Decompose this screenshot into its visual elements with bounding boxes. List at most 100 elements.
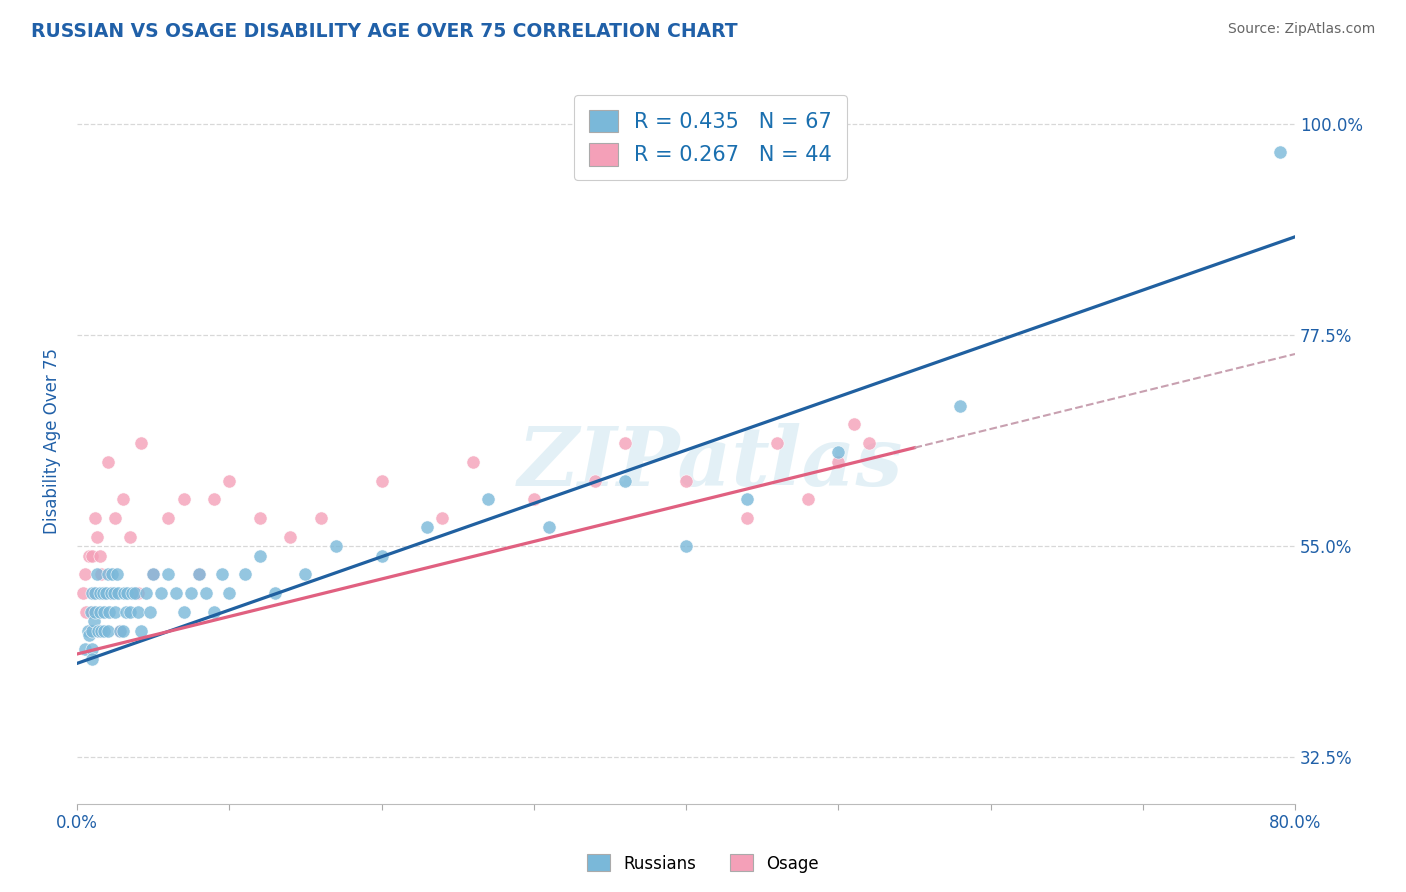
Point bbox=[86, 567, 108, 582]
Point bbox=[827, 455, 849, 469]
Point bbox=[211, 567, 233, 582]
Point bbox=[187, 567, 209, 582]
Point bbox=[111, 624, 134, 638]
Point bbox=[523, 492, 546, 507]
Point bbox=[82, 651, 104, 665]
Point bbox=[100, 586, 122, 600]
Point bbox=[72, 586, 94, 600]
Point bbox=[82, 605, 104, 619]
Point bbox=[675, 474, 697, 488]
Point bbox=[83, 614, 105, 628]
Point bbox=[104, 605, 127, 619]
Point bbox=[477, 492, 499, 507]
Point bbox=[949, 399, 972, 413]
Point bbox=[87, 624, 110, 638]
Point bbox=[111, 492, 134, 507]
Point bbox=[218, 586, 240, 600]
Point bbox=[80, 605, 103, 619]
Point bbox=[93, 605, 115, 619]
Point bbox=[827, 445, 849, 459]
Point bbox=[432, 511, 454, 525]
Point bbox=[202, 605, 225, 619]
Point bbox=[165, 586, 187, 600]
Point bbox=[173, 605, 195, 619]
Point bbox=[278, 530, 301, 544]
Point bbox=[84, 586, 107, 600]
Point bbox=[537, 520, 560, 534]
Point bbox=[96, 567, 118, 582]
Point bbox=[233, 567, 256, 582]
Point bbox=[249, 549, 271, 563]
Point bbox=[187, 567, 209, 582]
Point bbox=[675, 539, 697, 553]
Point bbox=[103, 586, 125, 600]
Point bbox=[735, 492, 758, 507]
Legend: Russians, Osage: Russians, Osage bbox=[581, 847, 825, 880]
Point bbox=[583, 474, 606, 488]
Point bbox=[90, 567, 112, 582]
Point bbox=[124, 586, 146, 600]
Point bbox=[89, 549, 111, 563]
Point bbox=[127, 605, 149, 619]
Point bbox=[90, 624, 112, 638]
Point bbox=[180, 586, 202, 600]
Legend: R = 0.435   N = 67, R = 0.267   N = 44: R = 0.435 N = 67, R = 0.267 N = 44 bbox=[574, 95, 846, 180]
Text: RUSSIAN VS OSAGE DISABILITY AGE OVER 75 CORRELATION CHART: RUSSIAN VS OSAGE DISABILITY AGE OVER 75 … bbox=[31, 22, 738, 41]
Point bbox=[309, 511, 332, 525]
Point bbox=[157, 511, 180, 525]
Point bbox=[264, 586, 287, 600]
Point bbox=[127, 586, 149, 600]
Point bbox=[139, 605, 162, 619]
Point bbox=[195, 586, 218, 600]
Point bbox=[86, 530, 108, 544]
Point bbox=[370, 549, 392, 563]
Point bbox=[120, 530, 142, 544]
Point bbox=[218, 474, 240, 488]
Point bbox=[614, 436, 637, 450]
Point bbox=[461, 455, 484, 469]
Point bbox=[98, 605, 121, 619]
Point bbox=[91, 586, 114, 600]
Point bbox=[108, 624, 131, 638]
Point bbox=[73, 567, 96, 582]
Point bbox=[77, 628, 100, 642]
Point bbox=[82, 624, 104, 638]
Point bbox=[173, 492, 195, 507]
Text: ZIPatlas: ZIPatlas bbox=[517, 423, 903, 502]
Point bbox=[149, 586, 172, 600]
Point bbox=[142, 567, 165, 582]
Point bbox=[84, 511, 107, 525]
Point bbox=[100, 586, 122, 600]
Point bbox=[114, 605, 136, 619]
Point bbox=[842, 417, 865, 432]
Point bbox=[101, 567, 124, 582]
Point bbox=[80, 624, 103, 638]
Point bbox=[82, 586, 104, 600]
Point bbox=[89, 586, 111, 600]
Point bbox=[858, 436, 880, 450]
Point bbox=[83, 586, 105, 600]
Point bbox=[84, 605, 107, 619]
Point bbox=[94, 586, 117, 600]
Point bbox=[73, 642, 96, 657]
Point bbox=[117, 586, 139, 600]
Point bbox=[129, 436, 152, 450]
Point bbox=[614, 474, 637, 488]
Point bbox=[108, 624, 131, 638]
Point bbox=[107, 586, 129, 600]
Point bbox=[75, 605, 97, 619]
Point bbox=[87, 624, 110, 638]
Text: Source: ZipAtlas.com: Source: ZipAtlas.com bbox=[1227, 22, 1375, 37]
Point bbox=[112, 586, 135, 600]
Point bbox=[325, 539, 347, 553]
Point bbox=[735, 511, 758, 525]
Point bbox=[249, 511, 271, 525]
Point bbox=[104, 511, 127, 525]
Point bbox=[370, 474, 392, 488]
Point bbox=[120, 605, 142, 619]
Point bbox=[202, 492, 225, 507]
Y-axis label: Disability Age Over 75: Disability Age Over 75 bbox=[44, 348, 60, 533]
Point bbox=[416, 520, 439, 534]
Point bbox=[766, 436, 789, 450]
Point bbox=[135, 586, 157, 600]
